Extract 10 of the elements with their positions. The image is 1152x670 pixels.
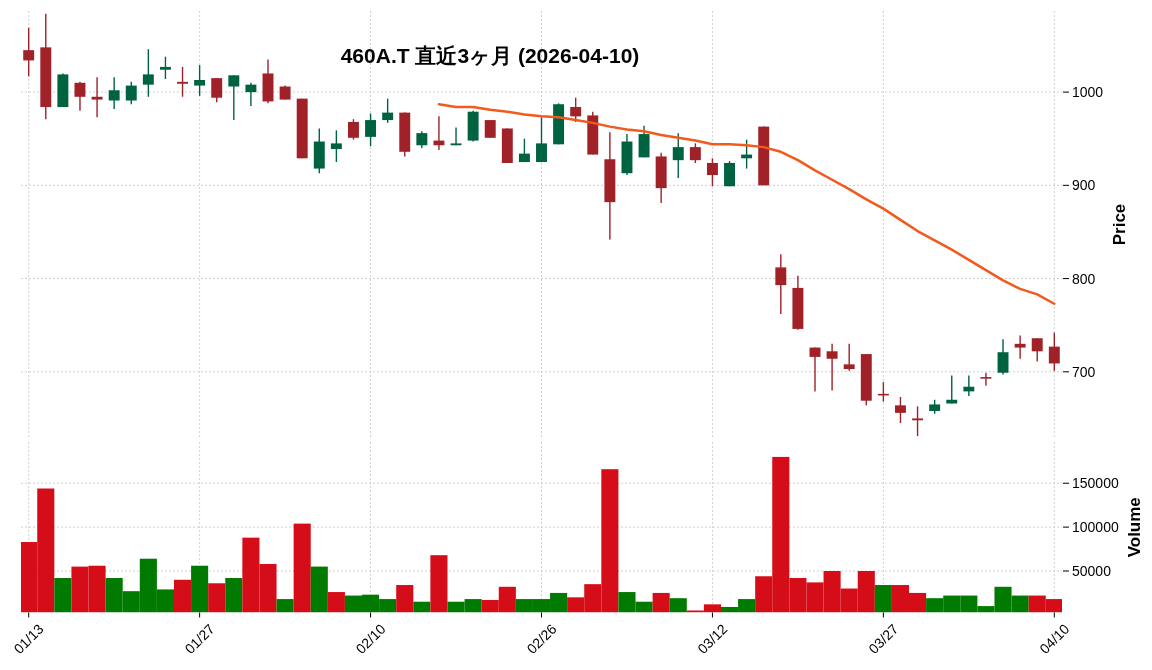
ylabel: Price xyxy=(1109,203,1129,246)
ytick-label: 800 xyxy=(1072,270,1096,287)
ytick-label: 1000 xyxy=(1072,84,1104,101)
title: 460A.T 直近3ヶ月 (2026-04-10) xyxy=(340,44,640,67)
ytick-label: 900 xyxy=(1072,177,1096,194)
ytick-label: 150000 xyxy=(1072,475,1119,492)
ytick-label: 700 xyxy=(1072,363,1096,380)
ytick-label: 50000 xyxy=(1072,563,1111,579)
ytick-label: 100000 xyxy=(1072,519,1119,536)
ylabel: Volume xyxy=(1125,497,1145,558)
